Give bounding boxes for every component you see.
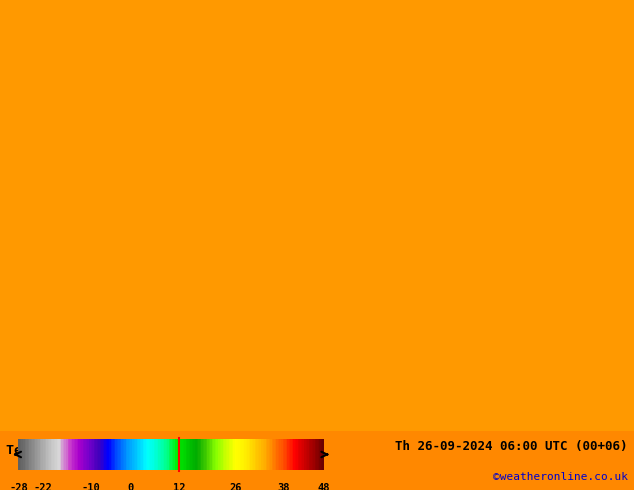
- Text: 12: 12: [173, 483, 186, 490]
- Text: 0: 0: [128, 483, 134, 490]
- Text: -10: -10: [81, 483, 100, 490]
- Text: 26: 26: [230, 483, 242, 490]
- Text: -22: -22: [33, 483, 52, 490]
- Text: Temperature (2m) [°C] ECMWF: Temperature (2m) [°C] ECMWF: [6, 444, 223, 457]
- Text: 48: 48: [318, 483, 330, 490]
- Text: -28: -28: [9, 483, 28, 490]
- Text: Th 26-09-2024 06:00 UTC (00+06): Th 26-09-2024 06:00 UTC (00+06): [395, 440, 628, 453]
- Text: 38: 38: [278, 483, 290, 490]
- Text: ©weatheronline.co.uk: ©weatheronline.co.uk: [493, 472, 628, 482]
